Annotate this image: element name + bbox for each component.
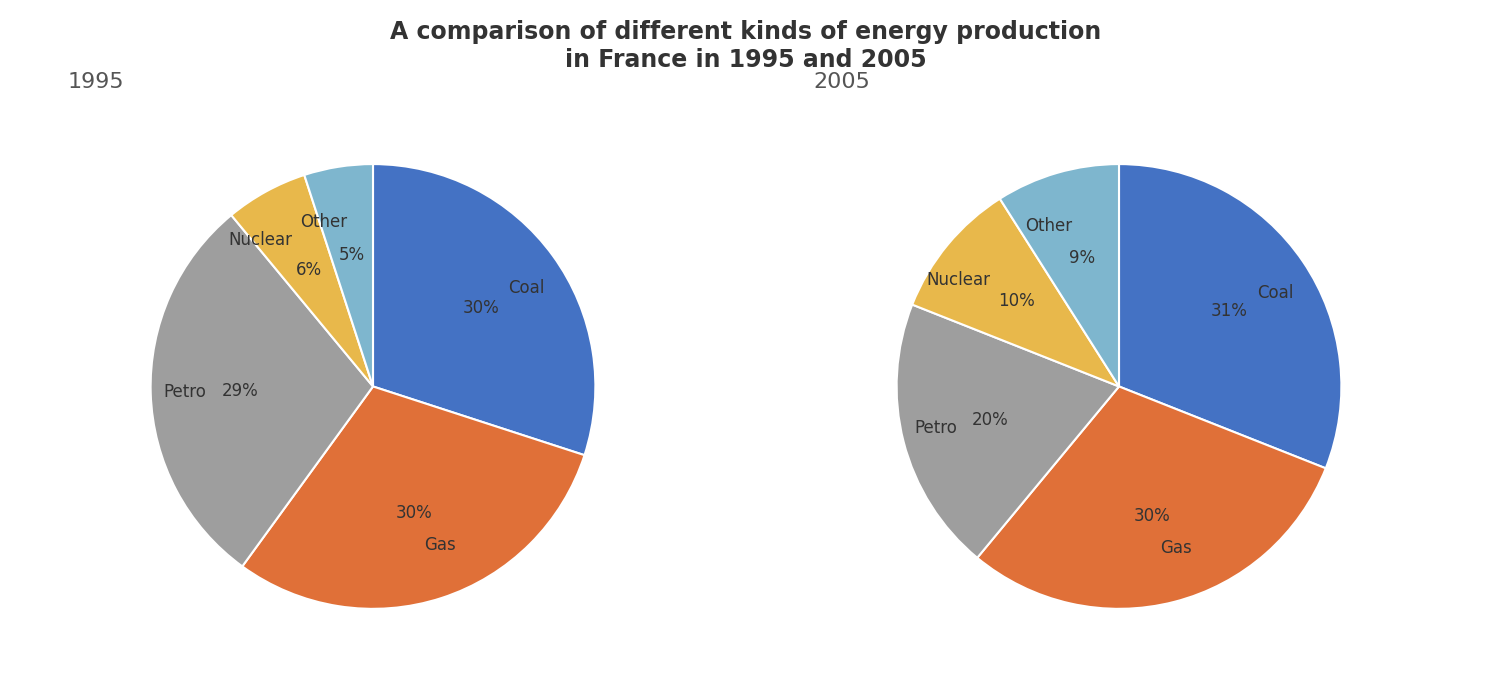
Text: Other: Other xyxy=(300,213,348,231)
Text: 1995: 1995 xyxy=(67,72,124,92)
Text: 30%: 30% xyxy=(1134,506,1171,525)
Text: 30%: 30% xyxy=(463,299,500,317)
Text: 6%: 6% xyxy=(295,260,322,279)
Text: A comparison of different kinds of energy production
in France in 1995 and 2005: A comparison of different kinds of energ… xyxy=(391,20,1101,72)
Text: Petro: Petro xyxy=(164,382,206,401)
Text: 30%: 30% xyxy=(395,504,433,522)
Wedge shape xyxy=(1000,164,1119,386)
Wedge shape xyxy=(977,386,1326,609)
Wedge shape xyxy=(231,175,373,386)
Wedge shape xyxy=(373,164,595,455)
Text: 31%: 31% xyxy=(1212,302,1247,321)
Text: 2005: 2005 xyxy=(813,72,870,92)
Wedge shape xyxy=(151,215,373,566)
Text: Gas: Gas xyxy=(425,536,457,554)
Wedge shape xyxy=(912,199,1119,386)
Text: 10%: 10% xyxy=(998,292,1034,311)
Text: 20%: 20% xyxy=(971,411,1009,428)
Text: Nuclear: Nuclear xyxy=(927,271,991,289)
Text: Gas: Gas xyxy=(1161,539,1192,557)
Wedge shape xyxy=(304,164,373,386)
Text: 9%: 9% xyxy=(1068,250,1095,267)
Wedge shape xyxy=(1119,164,1341,468)
Wedge shape xyxy=(897,304,1119,558)
Text: 5%: 5% xyxy=(339,245,366,264)
Text: Coal: Coal xyxy=(507,279,545,298)
Text: Coal: Coal xyxy=(1256,283,1294,302)
Text: Petro: Petro xyxy=(915,419,958,437)
Text: Nuclear: Nuclear xyxy=(228,231,292,250)
Wedge shape xyxy=(242,386,585,609)
Text: Other: Other xyxy=(1025,217,1073,235)
Text: 29%: 29% xyxy=(221,382,258,399)
